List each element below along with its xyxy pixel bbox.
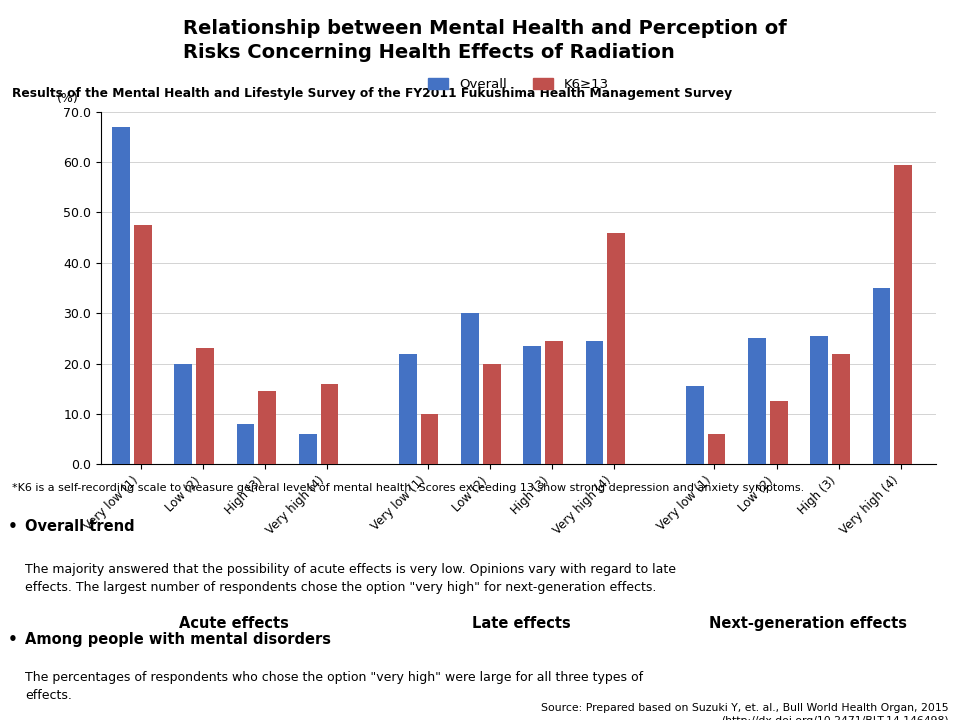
- Text: Source: Prepared based on Suzuki Y, et. al., Bull World Health Organ, 2015
(http: Source: Prepared based on Suzuki Y, et. …: [540, 703, 948, 720]
- Bar: [420, 414, 439, 464]
- Text: •: •: [8, 632, 17, 647]
- Bar: [175, 364, 192, 464]
- Bar: [770, 402, 787, 464]
- Y-axis label: (%): (%): [57, 91, 79, 104]
- Bar: [873, 288, 890, 464]
- Bar: [545, 341, 563, 464]
- Bar: [258, 392, 276, 464]
- Bar: [708, 434, 726, 464]
- Bar: [608, 233, 625, 464]
- Bar: [748, 338, 766, 464]
- Legend: Overall, K6≥13: Overall, K6≥13: [423, 72, 613, 96]
- Bar: [134, 225, 152, 464]
- Bar: [810, 336, 828, 464]
- Bar: [685, 386, 704, 464]
- Bar: [895, 165, 912, 464]
- Text: Results of the Mental Health and Lifestyle Survey of the FY2011 Fukushima Health: Results of the Mental Health and Lifesty…: [12, 87, 732, 100]
- Text: Relationship between Mental Health and Perception of
Risks Concerning Health Eff: Relationship between Mental Health and P…: [183, 19, 787, 62]
- Bar: [586, 341, 604, 464]
- Bar: [832, 354, 850, 464]
- Text: •: •: [8, 519, 17, 534]
- Text: Psychological
Effects: Psychological Effects: [13, 19, 150, 61]
- Text: Acute effects: Acute effects: [180, 616, 289, 631]
- Bar: [523, 346, 541, 464]
- Bar: [112, 127, 130, 464]
- Bar: [399, 354, 417, 464]
- Bar: [196, 348, 214, 464]
- Text: *K6 is a self-recording scale to measure general levels of mental health. Scores: *K6 is a self-recording scale to measure…: [12, 482, 804, 492]
- Bar: [483, 364, 501, 464]
- Text: Late effects: Late effects: [471, 616, 570, 631]
- Text: Overall trend: Overall trend: [25, 519, 134, 534]
- Text: The percentages of respondents who chose the option "very high" were large for a: The percentages of respondents who chose…: [25, 671, 643, 702]
- Bar: [299, 434, 317, 464]
- Text: Among people with mental disorders: Among people with mental disorders: [25, 632, 331, 647]
- Text: Next-generation effects: Next-generation effects: [708, 616, 907, 631]
- Bar: [321, 384, 338, 464]
- Bar: [236, 424, 254, 464]
- Bar: [461, 313, 479, 464]
- Text: The majority answered that the possibility of acute effects is very low. Opinion: The majority answered that the possibili…: [25, 563, 676, 594]
